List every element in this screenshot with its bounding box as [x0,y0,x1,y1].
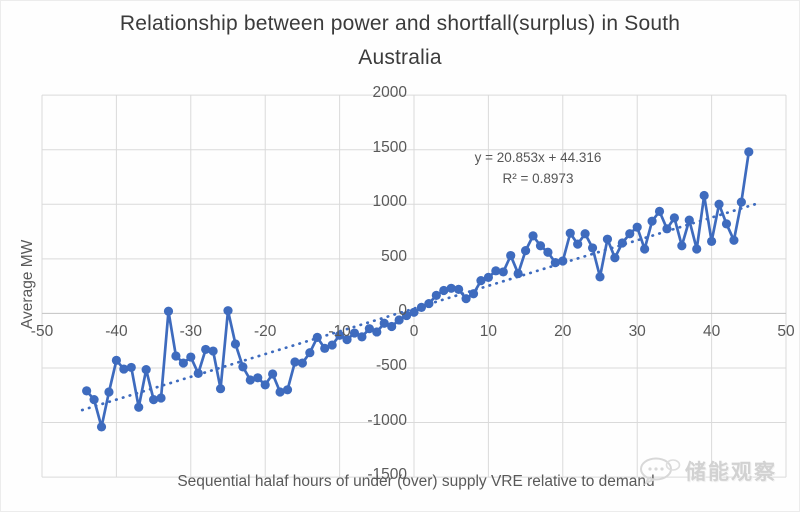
y-tick-label: 2000 [372,84,407,102]
x-tick-label: -10 [328,323,351,340]
x-tick-label: 20 [554,323,572,340]
x-tick-label: 40 [702,323,721,340]
y-tick-label: 500 [381,247,407,265]
y-tick-label: 0 [398,302,407,320]
x-axis-title: Sequential halaf hours of under (over) s… [177,473,655,490]
x-tick-label: 0 [409,323,419,340]
watermark: 储能观察 [639,456,777,486]
y-tick-label: -1500 [367,466,407,484]
y-tick-label: -500 [375,356,407,374]
x-tick-label: 10 [479,323,498,340]
trendline-equation: y = 20.853x + 44.316 R² = 0.8973 [438,147,638,189]
trendline-equation-text: y = 20.853x + 44.316 [474,150,602,165]
trendline-r-squared: R² = 0.8973 [502,171,574,186]
chart-title-line1: Relationship between power and shortfall… [119,12,681,35]
watermark-text: 储能观察 [685,461,777,484]
y-tick-label: 1000 [372,193,407,211]
x-tick-label: 30 [628,323,646,340]
x-tick-label: -40 [105,323,128,340]
x-tick-label: -20 [253,323,277,340]
x-tick-label: -30 [179,323,202,340]
y-axis-title: Average MW [19,239,36,329]
chart-title-line2: Australia [358,46,442,69]
y-tick-label: -1000 [367,411,407,429]
x-tick-label: 50 [777,323,795,340]
chat-bubbles-icon [640,457,681,485]
y-tick-label: 1500 [372,138,407,156]
chart-title: Relationship between power and shortfall… [1,7,799,75]
x-tick-label: -50 [30,323,54,340]
